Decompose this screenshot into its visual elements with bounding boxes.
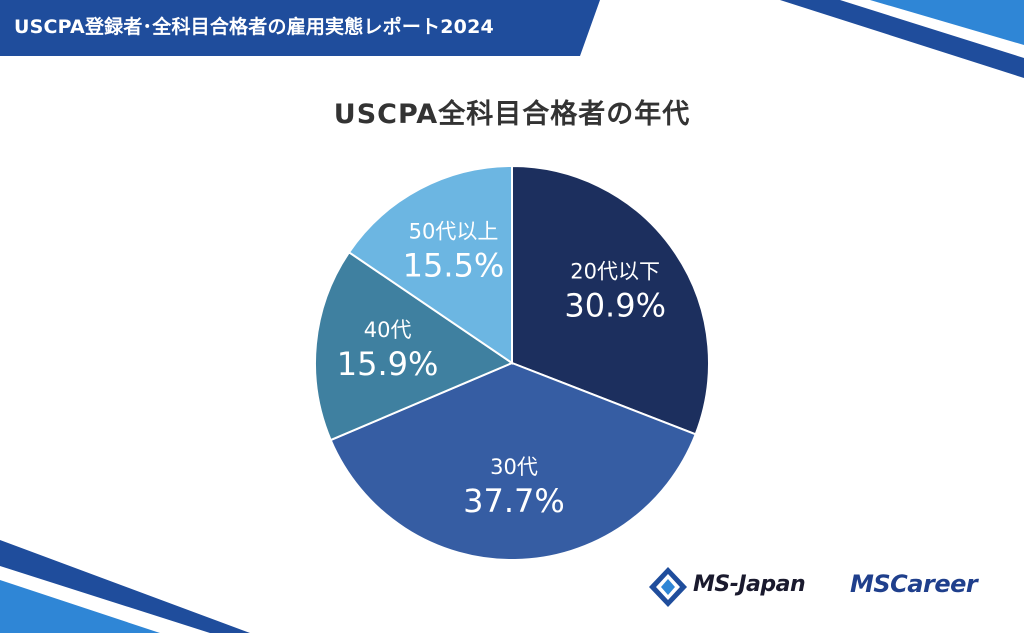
ms-career-logo: MSCareer — [850, 570, 978, 598]
banner-title: USCPA登録者･全科目合格者の雇用実態レポート2024 — [14, 16, 494, 38]
slice-label-1: 30代 — [490, 455, 538, 479]
pie-slice-2 — [314, 250, 515, 442]
bottom-left-stripes — [0, 540, 250, 633]
slice-label-0: 20代以下 — [570, 259, 660, 283]
slice-value-3: 15.5% — [403, 247, 505, 285]
pie-slice-1 — [329, 361, 697, 561]
slice-label-2: 40代 — [364, 318, 412, 342]
ms-japan-wordmark: MS-Japan — [693, 572, 806, 597]
ms-japan-mark-icon — [649, 567, 687, 607]
pie-slice-3 — [347, 164, 513, 365]
slice-value-0: 30.9% — [564, 286, 666, 324]
top-right-stripes — [780, 0, 1024, 78]
slice-value-1: 37.7% — [463, 482, 565, 520]
chart-title: USCPA全科目合格者の年代 — [333, 99, 691, 130]
report-banner: USCPA登録者･全科目合格者の雇用実態レポート2024 — [0, 0, 600, 56]
slice-value-2: 15.9% — [337, 345, 439, 383]
ms-japan-logo: MS-Japan — [647, 565, 837, 609]
slice-label-3: 50代以上 — [409, 220, 499, 244]
pie-slice-0 — [511, 164, 710, 436]
banner-shape — [0, 0, 600, 56]
